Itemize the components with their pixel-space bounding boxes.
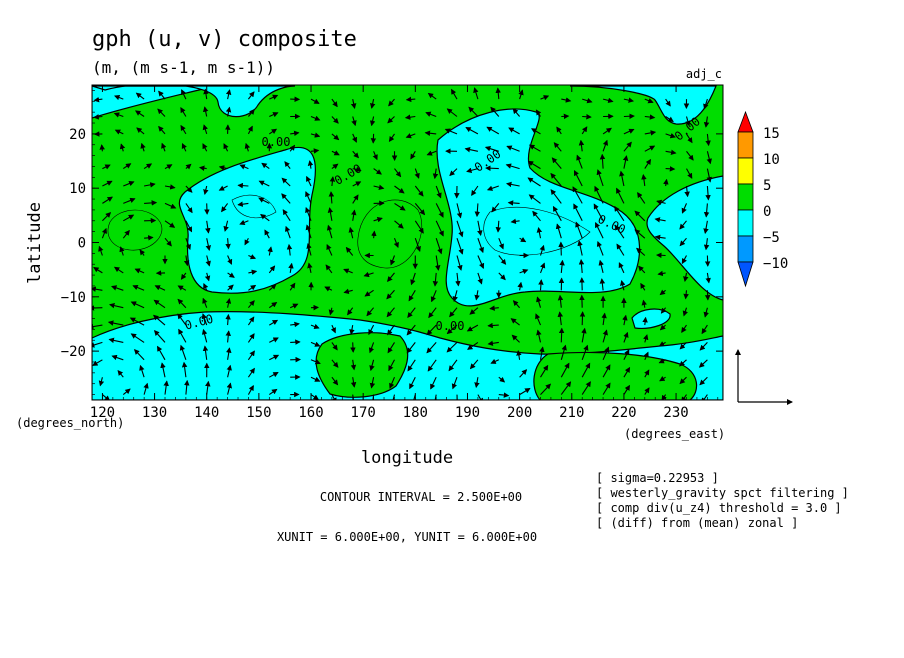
note-line: [ sigma=0.22953 ] [596, 471, 719, 485]
wind-vector-arrow [657, 255, 666, 256]
x-tick-label: 130 [142, 405, 167, 421]
x-tick-label: 220 [611, 405, 636, 421]
wind-vector-arrow [624, 116, 634, 117]
y-tick-label: −10 [61, 290, 86, 306]
x-tick-label: 150 [246, 405, 271, 421]
colorbar-bin [738, 184, 753, 210]
wind-vector-arrow [561, 329, 562, 343]
y-tick-label: 20 [69, 127, 86, 143]
x-tick-label: 230 [663, 405, 688, 421]
units-text: XUNIT = 6.000E+00, YUNIT = 6.000E+00 [277, 530, 537, 544]
wind-vector-arrow [707, 290, 708, 299]
note-line: [ comp div(u_z4) threshold = 3.0 ] [596, 501, 842, 515]
colorbar-bin [738, 132, 753, 158]
wind-vector-arrow [488, 325, 499, 326]
plot-area [89, 84, 723, 406]
wind-vector-arrow [666, 169, 675, 170]
contour-label: 0.00 [262, 135, 291, 149]
note-line: [ (diff) from (mean) zonal ] [596, 516, 798, 530]
chart-title: gph (u, v) composite [92, 27, 357, 52]
contour-label: 0.00 [436, 319, 465, 333]
reference-vector-icon [738, 350, 792, 402]
colorbar-under-triangle [738, 262, 753, 286]
colorbar-tick-label: −5 [763, 230, 780, 246]
x-axis-label: longitude [361, 448, 453, 468]
x-tick-label: 170 [351, 405, 376, 421]
x-tick-label: 210 [559, 405, 584, 421]
x-tick-label: 180 [403, 405, 428, 421]
x-tick-label: 200 [507, 405, 532, 421]
contour-interval-text: CONTOUR INTERVAL = 2.500E+00 [320, 490, 522, 504]
y-tick-label: 0 [78, 236, 86, 252]
x-tick-label: 140 [194, 405, 219, 421]
wind-vector-arrow [582, 117, 591, 118]
colorbar-tick-label: −10 [763, 256, 788, 272]
colorbar: 15 10 5 0 −5 −10 [738, 112, 788, 286]
chart-tag: adj_c [686, 67, 722, 81]
colorbar-bin [738, 236, 753, 262]
x-unit-label: (degrees_east) [624, 427, 725, 441]
colorbar-tick-label: 10 [763, 152, 780, 168]
notes-block: [ sigma=0.22953 ] [ westerly_gravity spc… [596, 471, 849, 530]
y-unit-label: (degrees_north) [16, 416, 124, 430]
wind-vector-arrow [238, 185, 248, 186]
colorbar-tick-label: 15 [763, 126, 780, 142]
y-tick-label: 10 [69, 181, 86, 197]
note-line: [ westerly_gravity spct filtering ] [596, 486, 849, 500]
y-axis-label: latitude [25, 202, 45, 284]
wind-vector-arrow [102, 145, 103, 151]
wind-vector-arrow [407, 99, 416, 100]
colorbar-tick-label: 0 [763, 204, 771, 220]
chart-subtitle: (m, (m s-1, m s-1)) [92, 58, 275, 77]
colorbar-tick-label: 5 [763, 178, 771, 194]
colorbar-over-triangle [738, 112, 753, 132]
wind-vector-arrow [290, 342, 300, 343]
colorbar-bin [738, 210, 753, 236]
x-tick-label: 160 [298, 405, 323, 421]
x-tick-label: 190 [455, 405, 480, 421]
wind-vector-arrow [353, 342, 354, 352]
y-tick-label: −20 [61, 344, 86, 360]
colorbar-bin [738, 158, 753, 184]
